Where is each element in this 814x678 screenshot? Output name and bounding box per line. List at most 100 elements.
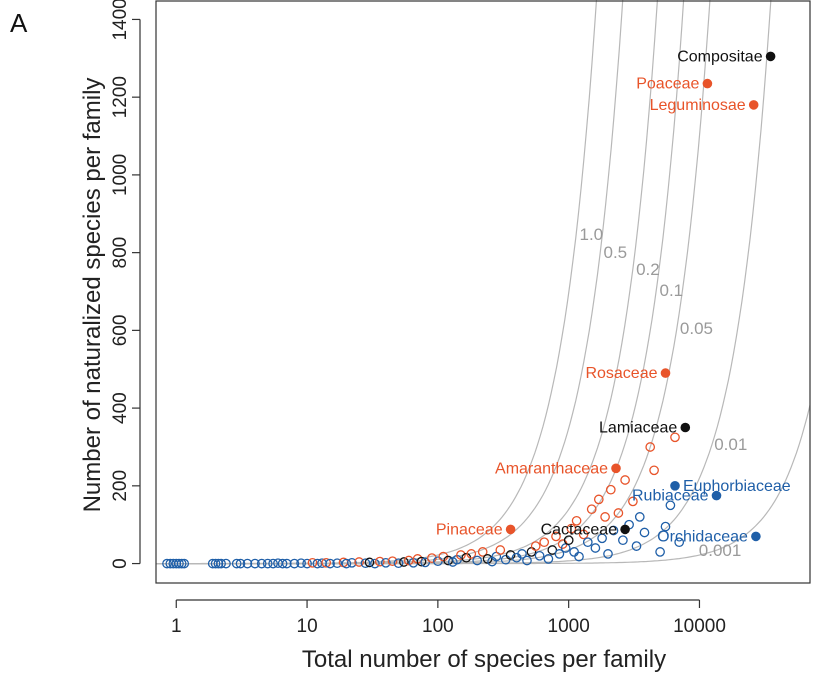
data-point bbox=[574, 551, 584, 562]
data-point bbox=[569, 547, 579, 557]
curve-label: 0.001 bbox=[699, 541, 742, 560]
data-point bbox=[618, 535, 628, 546]
data-point bbox=[289, 558, 300, 569]
curve-label: 1.0 bbox=[580, 225, 604, 244]
data-point bbox=[477, 547, 488, 557]
data-point bbox=[530, 541, 541, 551]
data-point bbox=[281, 558, 292, 569]
data-point bbox=[307, 557, 318, 568]
data-point bbox=[174, 558, 184, 569]
x-axis: 1 10 100 1000 10000 bbox=[171, 599, 726, 637]
data-point bbox=[551, 531, 561, 542]
curve-label: 0.01 bbox=[714, 435, 747, 454]
curve-line bbox=[156, 0, 624, 565]
data-point bbox=[600, 512, 610, 522]
curve-label: 0.1 bbox=[660, 281, 684, 300]
data-point bbox=[628, 496, 638, 507]
data-point bbox=[517, 549, 527, 559]
labeled-point bbox=[505, 524, 516, 535]
data-point bbox=[605, 484, 616, 495]
data-point bbox=[370, 558, 380, 569]
curve-line bbox=[156, 0, 659, 565]
data-point bbox=[250, 558, 260, 569]
data-point bbox=[505, 550, 516, 560]
data-point bbox=[216, 558, 226, 569]
family-label: Euphorbiaceae bbox=[683, 478, 791, 495]
y-tick-label: 400 bbox=[110, 392, 131, 424]
data-point bbox=[634, 512, 645, 522]
data-point bbox=[387, 556, 398, 567]
data-point bbox=[427, 553, 437, 563]
data-point bbox=[660, 521, 671, 532]
data-point bbox=[262, 558, 273, 569]
curve-label-layer: 1.00.5 0.20.1 0.05 0.01 0.001 bbox=[580, 225, 748, 560]
data-point bbox=[674, 537, 685, 548]
x-tick-label: 100 bbox=[422, 616, 454, 637]
data-point bbox=[277, 558, 288, 569]
data-point bbox=[649, 465, 659, 476]
curve-line bbox=[156, 0, 685, 565]
y-tick-label: 0 bbox=[110, 558, 131, 569]
y-tick-label: 1400 bbox=[110, 0, 131, 41]
y-tick-label: 1200 bbox=[110, 76, 131, 118]
data-point bbox=[256, 558, 267, 569]
data-point bbox=[655, 547, 665, 557]
data-point bbox=[620, 475, 630, 485]
family-label: Rosaceae bbox=[585, 365, 657, 382]
y-tick-label: 600 bbox=[110, 315, 131, 347]
data-point bbox=[543, 554, 554, 564]
data-point bbox=[231, 558, 242, 569]
data-point bbox=[210, 558, 221, 569]
data-point bbox=[360, 558, 371, 569]
curve-label: 0.05 bbox=[680, 319, 713, 338]
data-point bbox=[466, 549, 477, 559]
data-point bbox=[364, 557, 375, 568]
data-point bbox=[221, 558, 231, 569]
x-tick-label: 10 bbox=[297, 616, 318, 637]
data-point bbox=[571, 515, 582, 526]
data-point bbox=[631, 541, 642, 551]
data-point bbox=[547, 545, 558, 555]
y-tick-label: 800 bbox=[110, 237, 131, 269]
family-label-layer: Compositae Poaceae Leguminosae Rosaceae Lami… bbox=[436, 48, 791, 545]
data-point bbox=[242, 558, 253, 569]
data-point bbox=[590, 543, 601, 553]
data-point bbox=[456, 550, 466, 560]
family-label: Poaceae bbox=[636, 76, 699, 93]
family-label: Leguminosae bbox=[650, 97, 746, 114]
data-point bbox=[380, 557, 391, 568]
data-point bbox=[639, 527, 650, 538]
x-axis-title: Total number of species per family bbox=[302, 646, 666, 673]
data-point bbox=[495, 545, 506, 555]
data-point bbox=[526, 547, 537, 557]
data-point bbox=[235, 558, 246, 569]
data-point bbox=[374, 556, 385, 567]
data-point bbox=[325, 558, 335, 569]
data-point bbox=[608, 525, 619, 536]
curve-line bbox=[156, 0, 598, 565]
curve-label: 0.2 bbox=[636, 260, 660, 279]
x-tick-label: 1 bbox=[171, 616, 182, 637]
family-label: Lamiaceae bbox=[599, 420, 677, 437]
data-point bbox=[566, 523, 577, 534]
data-point bbox=[582, 537, 593, 548]
curve-label: 0.5 bbox=[604, 243, 628, 262]
labeled-point bbox=[611, 463, 621, 474]
panel-letter: A bbox=[10, 8, 28, 38]
data-point bbox=[416, 556, 427, 567]
data-point bbox=[603, 549, 613, 559]
data-point bbox=[347, 557, 357, 568]
data-point bbox=[268, 558, 278, 569]
family-label: Orchidaceae bbox=[657, 528, 748, 545]
data-point bbox=[593, 494, 604, 505]
data-point bbox=[302, 558, 312, 569]
data-point bbox=[670, 432, 680, 443]
family-label: Cactaceae bbox=[541, 521, 618, 538]
data-point bbox=[645, 442, 656, 452]
labeled-point bbox=[711, 490, 722, 501]
y-tick-label: 1000 bbox=[110, 154, 131, 196]
family-label: Rubiaceae bbox=[632, 488, 709, 505]
family-label: Amaranthaceae bbox=[495, 460, 608, 477]
point-layer bbox=[162, 51, 776, 569]
